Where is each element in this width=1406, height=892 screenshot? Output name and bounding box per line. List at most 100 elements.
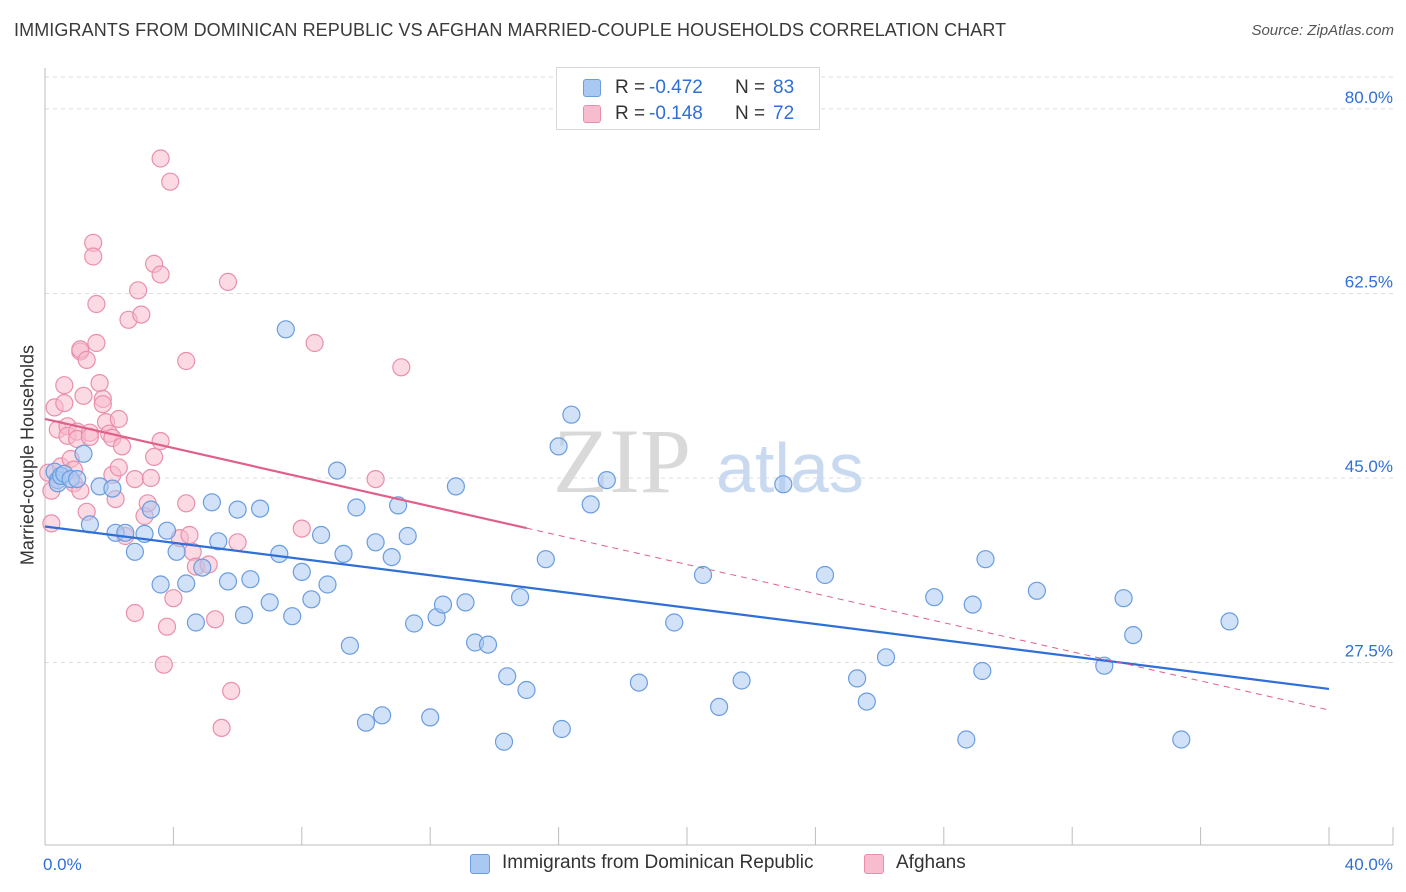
dominican-points: [45, 320, 1239, 751]
dominican-point: [167, 542, 186, 561]
dominican-point: [536, 550, 555, 569]
afghans-point: [109, 409, 128, 429]
legend-series-label: Afghans: [896, 852, 966, 873]
dominican-point: [141, 500, 160, 519]
afghans-point: [164, 589, 183, 608]
y-tick-label: 45.0%: [1345, 457, 1393, 476]
dominican-point: [312, 525, 331, 545]
dominican-point: [552, 719, 571, 739]
dominican-point: [103, 479, 122, 498]
dominican-point: [876, 648, 896, 667]
afghans-point: [161, 172, 180, 191]
trend-lines: [44, 417, 1330, 711]
dominican-point: [581, 495, 600, 514]
dominican-point: [732, 671, 751, 690]
dominican-point: [283, 607, 302, 626]
afghans-point: [157, 617, 177, 636]
afghans-point: [154, 655, 173, 674]
dominican-point: [498, 667, 517, 686]
dominican-point: [976, 550, 995, 569]
afghans-point: [129, 281, 148, 300]
dominican-point: [847, 669, 867, 688]
x-tick-label: 40.0%: [1345, 855, 1393, 874]
dominican-point: [665, 613, 684, 632]
dominican-point: [963, 595, 982, 614]
y-axis-label: Married-couple Households: [17, 344, 38, 566]
legend-n-value: 72: [773, 103, 795, 124]
dominican-point: [366, 533, 385, 552]
dominican-point: [241, 570, 260, 589]
dominican-point: [177, 574, 196, 593]
dominican-point: [693, 565, 713, 585]
afghans-point: [177, 351, 196, 371]
dominican-point: [218, 572, 238, 591]
dominican-point: [328, 461, 347, 480]
afghans-point: [151, 149, 170, 168]
dominican-point: [340, 636, 359, 655]
dominican-point: [347, 498, 366, 517]
legend-swatch-pink: [864, 854, 884, 874]
afghans-point: [206, 610, 225, 629]
correlation-legend: R = -0.472 N = 83 R = -0.148 N = 72: [556, 67, 820, 130]
dominican-point: [957, 730, 976, 749]
afghans-point: [112, 437, 132, 456]
afghans-point: [141, 468, 160, 488]
dominican-point: [709, 697, 729, 717]
dominican-point: [494, 732, 514, 751]
dominican-point: [209, 532, 228, 551]
legend-r-label: R =: [615, 77, 646, 98]
afghans-point: [292, 519, 311, 538]
dominican-point: [517, 680, 536, 700]
afghans-point: [90, 374, 109, 393]
watermark-atlas: atlas: [716, 429, 864, 507]
dominican-point: [597, 471, 616, 490]
watermark-zip: ZIP: [553, 410, 691, 512]
dominican-point: [74, 444, 93, 463]
dominican-point: [373, 706, 392, 725]
legend-r-value: -0.148: [649, 103, 703, 124]
dominican-point: [186, 613, 205, 632]
afghans-point: [55, 394, 74, 413]
dominican-point: [815, 565, 835, 585]
legend-series-label: Immigrants from Dominican Republic: [502, 852, 814, 873]
dominican-point: [151, 575, 170, 594]
dominican-point: [228, 500, 247, 519]
afghans-point: [87, 333, 106, 353]
dominican-point: [405, 614, 424, 633]
afghans-point: [74, 386, 93, 405]
dominican-point: [1220, 612, 1239, 631]
y-tick-label: 27.5%: [1345, 642, 1393, 661]
legend-n-value: 83: [773, 77, 795, 98]
dominican-point: [629, 673, 649, 692]
afghans-point: [228, 533, 247, 552]
dominican-point: [478, 635, 498, 654]
afghans-point: [93, 395, 112, 414]
afghans-point: [125, 470, 144, 489]
dominican-point: [562, 405, 581, 424]
dominican-point: [302, 590, 321, 609]
afghans-point: [55, 376, 74, 395]
axes: [44, 68, 1394, 846]
legend-r-value: -0.472: [649, 77, 703, 98]
legend-n-label: N =: [735, 103, 766, 124]
afghans-point: [218, 272, 238, 291]
dominican-point: [356, 713, 376, 732]
legend-swatch-blue: [470, 854, 490, 874]
afghans-point: [151, 265, 170, 284]
dominican-point: [421, 708, 440, 727]
dominican-point: [251, 499, 270, 518]
y-tick-label: 62.5%: [1345, 272, 1393, 291]
afghans-point: [180, 525, 199, 545]
source-label: Source: ZipAtlas.com: [1251, 22, 1394, 39]
dominican-point: [116, 523, 135, 542]
dominican-point: [1172, 730, 1191, 749]
afghans-trend-line: [44, 417, 527, 530]
dominican-point: [157, 521, 177, 540]
afghans-point: [366, 470, 385, 489]
afghans-point: [177, 494, 196, 513]
afghans-point: [109, 458, 128, 477]
afghans-point: [77, 350, 96, 369]
dominican-point: [67, 470, 87, 489]
dominican-point: [857, 692, 876, 711]
dominican-point: [1124, 625, 1143, 645]
